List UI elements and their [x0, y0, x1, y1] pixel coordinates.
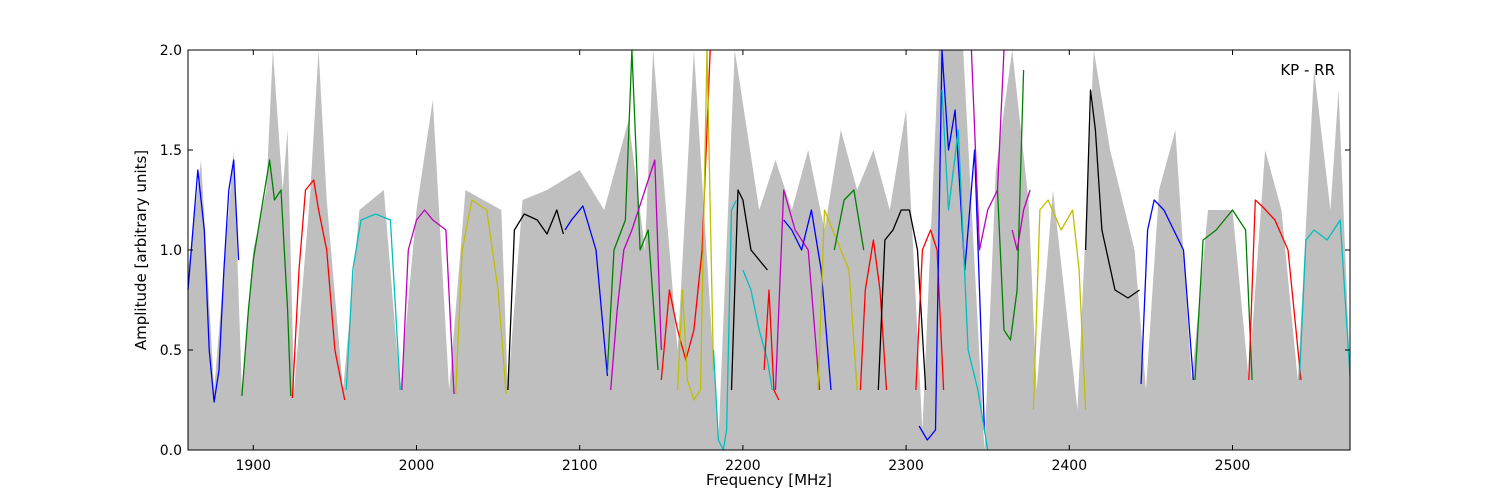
x-tick-label-2500: 2500	[1215, 458, 1251, 474]
x-tick-label-2300: 2300	[888, 458, 924, 474]
chart-annotation: KP - RR	[1280, 61, 1335, 79]
envelope-layer	[188, 50, 1350, 450]
x-axis-label: Frequency [MHz]	[706, 471, 832, 489]
y-tick-label-4: 2.0	[160, 43, 182, 59]
x-tick-label-2400: 2400	[1051, 458, 1087, 474]
x-tick-label-1900: 1900	[235, 458, 271, 474]
envelope-area	[188, 50, 1350, 450]
y-tick-label-0: 0.0	[160, 443, 182, 459]
y-tick-label-3: 1.5	[160, 143, 182, 159]
x-tick-label-2100: 2100	[562, 458, 598, 474]
y-axis-label: Amplitude [arbitrary units]	[132, 150, 150, 350]
y-tick-label-1: 0.5	[160, 343, 182, 359]
x-tick-label-2000: 2000	[399, 458, 435, 474]
y-tick-label-2: 1.0	[160, 243, 182, 259]
